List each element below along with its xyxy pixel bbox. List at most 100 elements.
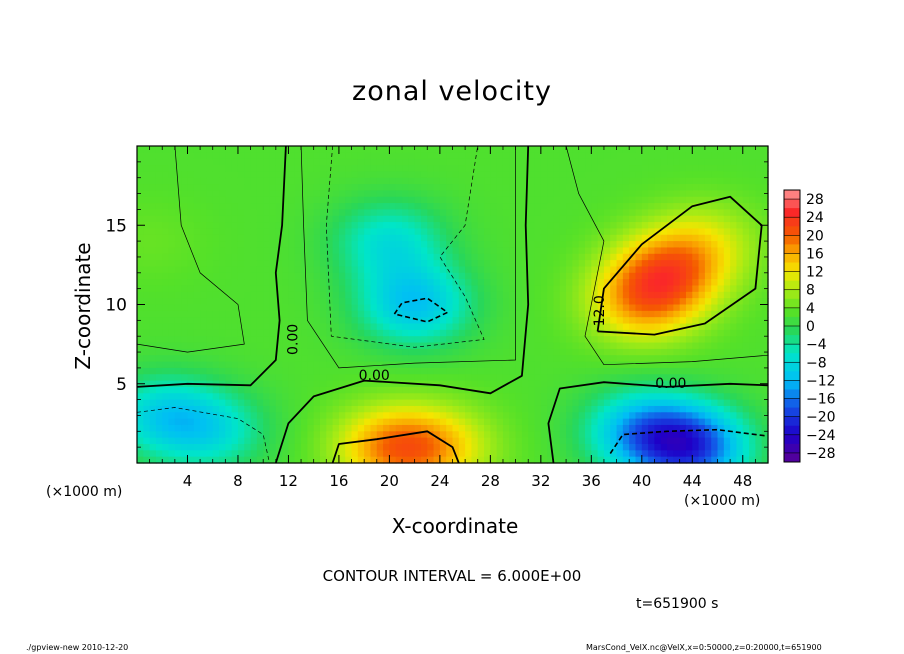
heatmap-cell — [282, 405, 290, 413]
heatmap-cell — [288, 348, 296, 356]
heatmap-cell — [685, 266, 693, 274]
heatmap-cell — [137, 203, 144, 210]
heatmap-cell — [269, 424, 277, 432]
heatmap-cell — [641, 190, 649, 198]
heatmap-cell — [654, 291, 662, 299]
heatmap-cell — [187, 450, 195, 458]
heatmap-cell — [648, 386, 656, 394]
heatmap-cell — [704, 412, 712, 420]
heatmap-cell — [465, 355, 473, 363]
heatmap-cell — [364, 291, 372, 299]
heatmap-cell — [723, 215, 731, 223]
heatmap-cell — [376, 412, 384, 420]
heatmap-cell — [307, 272, 315, 280]
heatmap-cell — [559, 190, 567, 198]
heatmap-cell — [667, 253, 674, 261]
heatmap-cell — [219, 443, 226, 451]
heatmap-cell — [736, 158, 744, 166]
heatmap-cell — [389, 361, 397, 369]
heatmap-cell — [364, 412, 372, 420]
heatmap-cell — [263, 323, 271, 331]
heatmap-cell — [420, 437, 428, 445]
heatmap-cell — [212, 443, 220, 451]
heatmap-cell — [616, 165, 624, 172]
heatmap-cell — [654, 165, 662, 172]
heatmap-cell — [566, 152, 573, 160]
heatmap-cell — [635, 266, 643, 274]
heatmap-cell — [446, 355, 454, 363]
heatmap-cell — [603, 215, 611, 223]
heatmap-cell — [250, 304, 258, 312]
heatmap-cell — [685, 304, 693, 312]
heatmap-cell — [660, 272, 668, 280]
heatmap-cell — [755, 355, 763, 363]
heatmap-cell — [458, 329, 466, 337]
heatmap-cell — [225, 412, 233, 420]
heatmap-cell — [685, 374, 693, 382]
heatmap-cell — [389, 285, 397, 293]
heatmap-cell — [452, 285, 460, 293]
heatmap-cell — [452, 152, 460, 160]
heatmap-cell — [755, 418, 763, 426]
heatmap-cell — [313, 348, 321, 356]
heatmap-cell — [439, 431, 447, 439]
heatmap-cell — [294, 304, 302, 312]
heatmap-cell — [648, 165, 656, 172]
heatmap-cell — [723, 443, 731, 451]
heatmap-cell — [660, 399, 668, 407]
heatmap-cell — [250, 399, 258, 407]
heatmap-cell — [622, 228, 630, 236]
heatmap-cell — [540, 177, 548, 185]
heatmap-cell — [294, 177, 302, 185]
heatmap-cell — [376, 291, 384, 299]
heatmap-cell — [143, 209, 151, 217]
heatmap-cell — [471, 165, 479, 172]
heatmap-cell — [477, 342, 485, 350]
heatmap-cell — [736, 431, 744, 439]
heatmap-cell — [149, 184, 157, 191]
heatmap-cell — [591, 285, 599, 293]
heatmap-cell — [723, 323, 731, 331]
heatmap-cell — [149, 405, 157, 413]
heatmap-cell — [749, 146, 756, 153]
heatmap-cell — [250, 165, 258, 172]
heatmap-cell — [231, 304, 239, 312]
heatmap-cell — [736, 367, 744, 375]
heatmap-cell — [749, 203, 756, 210]
heatmap-cell — [162, 348, 170, 356]
heatmap-cell — [187, 266, 195, 274]
heatmap-cell — [231, 399, 239, 407]
heatmap-cell — [515, 260, 523, 268]
heatmap-cell — [168, 310, 176, 318]
heatmap-cell — [433, 348, 441, 356]
heatmap-cell — [641, 310, 649, 318]
heatmap-cell — [635, 418, 643, 426]
heatmap-cell — [231, 222, 239, 230]
heatmap-cell — [256, 367, 264, 375]
heatmap-cell — [408, 367, 416, 375]
heatmap-cell — [439, 380, 447, 388]
heatmap-cell — [307, 424, 315, 432]
heatmap-cell — [162, 190, 170, 198]
heatmap-cell — [439, 215, 447, 223]
heatmap-cell — [641, 158, 649, 166]
heatmap-cell — [566, 209, 573, 217]
heatmap-cell — [275, 418, 283, 426]
heatmap-cell — [168, 443, 176, 451]
heatmap-cell — [282, 285, 290, 293]
heatmap-cell — [698, 285, 706, 293]
heatmap-cell — [723, 196, 731, 204]
heatmap-cell — [685, 247, 693, 255]
heatmap-cell — [288, 291, 296, 299]
heatmap-cell — [294, 437, 302, 445]
heatmap-cell — [269, 184, 277, 191]
heatmap-cell — [471, 405, 479, 413]
heatmap-cell — [742, 285, 750, 293]
heatmap-cell — [143, 380, 151, 388]
heatmap-cell — [288, 443, 296, 451]
heatmap-cell — [307, 412, 315, 420]
heatmap-cell — [597, 361, 605, 369]
heatmap-cell — [357, 222, 365, 230]
heatmap-cell — [458, 190, 466, 198]
heatmap-cell — [395, 298, 403, 306]
